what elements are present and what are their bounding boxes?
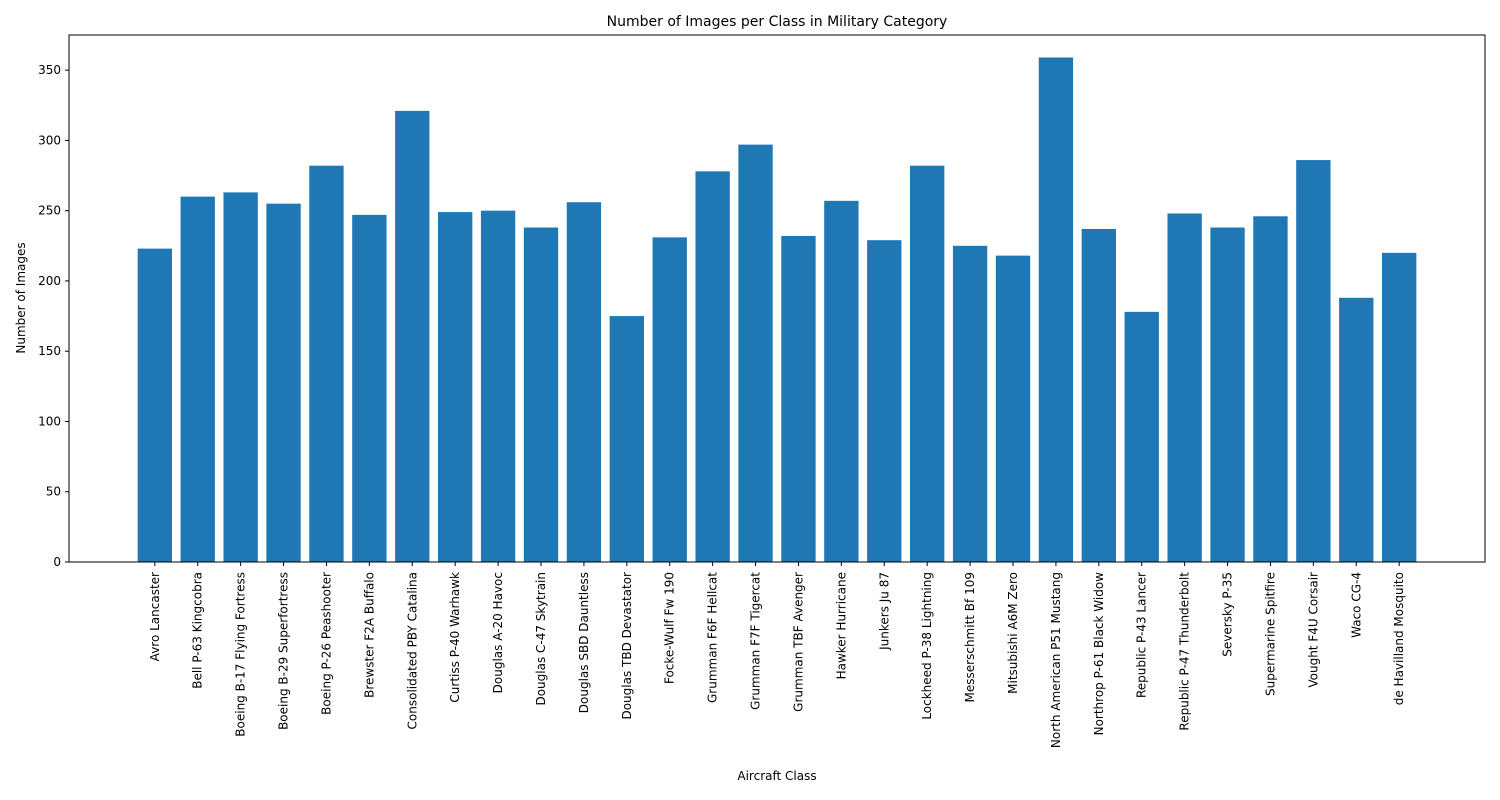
x-tick-label: Junkers Ju 87 bbox=[877, 572, 891, 651]
bar-northrop-p-61-black-widow bbox=[1081, 228, 1116, 562]
x-tick-label: North American P51 Mustang bbox=[1049, 572, 1063, 748]
bar-grumman-tbf-avenger bbox=[781, 235, 816, 563]
x-tick-label: Douglas C-47 Skytrain bbox=[534, 572, 548, 706]
x-tick-label: Curtiss P-40 Warhawk bbox=[448, 572, 462, 703]
bars-group bbox=[137, 57, 1417, 563]
y-tick-label: 250 bbox=[38, 204, 61, 218]
bar-douglas-c-47-skytrain bbox=[523, 227, 559, 562]
y-axis-label: Number of Images bbox=[14, 242, 28, 353]
bar-douglas-a-20-havoc bbox=[480, 210, 516, 562]
x-tick-label: Avro Lancaster bbox=[148, 572, 162, 661]
bar-brewster-f2a-buffalo bbox=[352, 214, 387, 562]
bar-focke-wulf-fw-190 bbox=[652, 237, 687, 563]
x-tick-label: Douglas SBD Dauntless bbox=[577, 572, 591, 713]
bar-seversky-p-35 bbox=[1210, 227, 1245, 562]
x-tick-label: Boeing B-17 Flying Fortress bbox=[234, 572, 248, 737]
bar-avro-lancaster bbox=[137, 248, 172, 563]
x-tick-label: Lockheed P-38 Lightning bbox=[920, 572, 934, 720]
x-tick-label: Supermarine Spitfire bbox=[1263, 572, 1277, 696]
x-axis-label: Aircraft Class bbox=[737, 769, 816, 783]
bar-boeing-p-26-peashooter bbox=[309, 165, 344, 563]
bar-douglas-tbd-devastator bbox=[609, 316, 644, 562]
bar-douglas-sbd-dauntless bbox=[566, 202, 602, 562]
y-axis: 0 50 100 150 200 250 300 350 bbox=[38, 63, 69, 569]
x-tick-label: Republic P-47 Thunderbolt bbox=[1178, 572, 1192, 731]
x-tick-label: Messerschmitt Bf 109 bbox=[963, 572, 977, 702]
x-axis: Avro Lancaster Bell P-63 Kingcobra Boeing … bbox=[148, 562, 1406, 748]
x-tick-label: Grumman F7F Tigercat bbox=[749, 572, 763, 710]
x-tick-label: Boeing B-29 Superfortress bbox=[277, 572, 291, 730]
x-tick-label: Grumman TBF Avenger bbox=[791, 572, 805, 712]
bar-waco-cg-4 bbox=[1339, 297, 1374, 562]
bar-consolidated-pby-catalina bbox=[395, 110, 430, 562]
bar-mitsubishi-a6m-zero bbox=[995, 255, 1031, 562]
x-tick-label: Focke-Wulf Fw 190 bbox=[663, 572, 677, 684]
x-tick-label: Hawker Hurricane bbox=[834, 572, 848, 679]
plot-frame bbox=[68, 34, 1486, 563]
bar-north-american-p51-mustang bbox=[1038, 57, 1074, 563]
bar-curtiss-p-40-warhawk bbox=[438, 212, 473, 562]
bar-de-havilland-mosquito bbox=[1382, 252, 1417, 562]
x-tick-label: Republic P-43 Lancer bbox=[1135, 572, 1149, 698]
x-tick-label: Grumman F6F Hellcat bbox=[706, 572, 720, 703]
bar-vought-f4u-corsair bbox=[1296, 160, 1331, 563]
x-tick-label: Brewster F2A Buffalo bbox=[362, 572, 376, 698]
x-tick-label: Boeing P-26 Peashooter bbox=[319, 572, 333, 715]
x-tick-label: Waco CG-4 bbox=[1349, 572, 1363, 638]
chart-title: Number of Images per Class in Military C… bbox=[607, 14, 948, 30]
bar-republic-p-47-thunderbolt bbox=[1167, 213, 1202, 562]
bar-junkers-ju-87 bbox=[867, 240, 902, 563]
x-tick-label: Bell P-63 Kingcobra bbox=[191, 572, 205, 689]
y-tick-label: 0 bbox=[53, 555, 61, 569]
y-tick-label: 150 bbox=[38, 344, 61, 358]
y-tick-label: 350 bbox=[38, 63, 61, 77]
x-tick-label: Seversky P-35 bbox=[1221, 572, 1235, 657]
y-tick-label: 200 bbox=[38, 274, 61, 288]
bar-republic-p-43-lancer bbox=[1124, 311, 1159, 562]
x-tick-label: Vought F4U Corsair bbox=[1306, 572, 1320, 688]
y-tick-label: 300 bbox=[38, 133, 61, 147]
x-tick-label: Consolidated PBY Catalina bbox=[405, 572, 419, 729]
x-tick-label: Douglas A-20 Havoc bbox=[491, 572, 505, 693]
bar-grumman-f7f-tigercat bbox=[738, 144, 773, 562]
bar-boeing-b-29-superfortress bbox=[266, 203, 301, 562]
bar-supermarine-spitfire bbox=[1253, 216, 1288, 562]
x-tick-label: Douglas TBD Devastator bbox=[620, 572, 634, 720]
bar-boeing-b-17-flying-fortress bbox=[223, 192, 258, 562]
bar-bell-p-63-kingcobra bbox=[180, 196, 215, 562]
bar-lockheed-p-38-lightning bbox=[910, 165, 945, 563]
y-tick-label: 100 bbox=[38, 414, 61, 428]
y-tick-label: 50 bbox=[46, 485, 61, 499]
bar-grumman-f6f-hellcat bbox=[695, 171, 730, 563]
x-tick-label: de Havilland Mosquito bbox=[1392, 572, 1406, 705]
bar-hawker-hurricane bbox=[824, 200, 859, 562]
x-tick-label: Mitsubishi A6M Zero bbox=[1006, 572, 1020, 694]
bar-messerschmitt-bf-109 bbox=[952, 245, 988, 563]
x-tick-label: Northrop P-61 Black Widow bbox=[1092, 572, 1106, 736]
